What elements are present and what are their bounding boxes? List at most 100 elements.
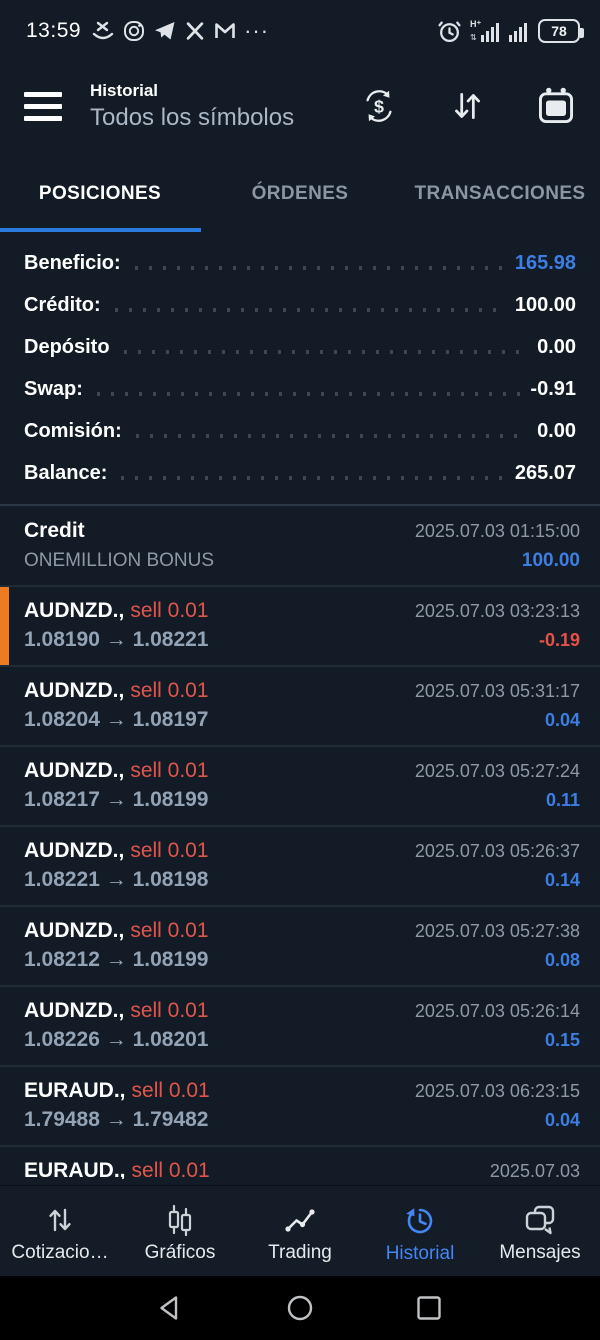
tab-posiciones[interactable]: POSICIONES [38,183,162,204]
sort-icon[interactable] [448,87,486,125]
summary-row-balance: Balance: 265.07 [24,452,576,494]
dot-leader [96,392,521,396]
position-datetime: 2025.07.03 05:26:14 [414,1001,580,1021]
position-prices: 1.08226 → 1.08201 [24,1028,209,1051]
currency-exchange-icon[interactable]: $ [360,87,398,125]
battery-icon: 78 [538,19,584,43]
status-time: 13:59 [26,19,82,42]
nav-item-historial[interactable]: Historial [360,1202,480,1265]
position-symbol: AUDNZD., [24,679,125,702]
summary-label: Crédito: [24,293,101,316]
x-app-icon [184,20,206,42]
history-clock-icon [402,1202,438,1238]
position-row[interactable]: AUDNZD., sell 0.01 2025.07.03 05:26:37 1.… [0,825,600,905]
nav-label: Trading [268,1241,332,1263]
position-profit: 0.15 [544,1030,580,1050]
android-nav-bar [0,1276,600,1340]
telegram-icon [153,19,177,43]
app-header: Historial Todos los símbolos $ [0,56,600,156]
home-button[interactable] [286,1294,314,1322]
position-datetime: 2025.07.03 06:23:15 [414,1081,580,1101]
position-prices: 1.08204 → 1.08197 [24,708,209,731]
position-symbol: AUDNZD., [24,599,125,622]
summary-row-deposito: Depósito 0.00 [24,326,576,368]
calendar-icon[interactable] [536,86,576,126]
nav-item-graficos[interactable]: Gráficos [120,1203,240,1264]
position-datetime: 2025.07.03 03:23:13 [414,601,580,621]
position-symbol: AUDNZD., [24,839,125,862]
summary-value: 100.00 [514,293,576,316]
recents-button[interactable] [415,1294,443,1322]
nav-item-mensajes[interactable]: Mensajes [480,1203,600,1264]
charts-candles-icon [163,1203,197,1237]
credit-entry-row[interactable]: Credit 2025.07.03 01:15:00 ONEMILLION BO… [0,504,600,585]
position-datetime: 2025.07.03 [489,1161,580,1179]
signal-icon [508,18,530,44]
dot-leader [114,308,505,312]
position-profit: 0.14 [544,870,580,890]
nav-item-cotizaciones[interactable]: Cotizacio… [0,1203,120,1264]
position-datetime: 2025.07.03 05:27:24 [414,761,580,781]
position-title: AUDNZD., sell 0.01 [24,999,209,1023]
position-symbol: AUDNZD., [24,759,125,782]
position-profit: 0.08 [544,950,580,970]
position-symbol: AUDNZD., [24,919,125,942]
position-row[interactable]: AUDNZD., sell 0.01 2025.07.03 05:27:24 1.… [0,745,600,825]
status-bar: 13:59 [0,0,600,56]
dot-leader [135,434,528,438]
dot-leader [121,476,505,480]
position-row[interactable]: AUDNZD., sell 0.01 2025.07.03 05:26:14 1.… [0,985,600,1065]
header-actions: $ [360,86,576,126]
position-symbol: EURAUD., [24,1079,126,1102]
position-title: AUDNZD., sell 0.01 [24,839,209,863]
missed-call-icon [91,19,115,43]
summary-value: 0.00 [537,335,576,358]
credit-amount: 100.00 [521,550,580,571]
position-title: AUDNZD., sell 0.01 [24,759,209,783]
credit-title: Credit [24,519,85,542]
position-prices: 1.08212 → 1.08199 [24,948,209,971]
gmail-icon [213,19,237,43]
tab-ordenes[interactable]: ÓRDENES [251,183,349,204]
tab-transacciones[interactable]: TRANSACCIONES [414,183,586,204]
header-titles[interactable]: Historial Todos los símbolos [90,81,294,132]
nav-label: Gráficos [144,1241,216,1263]
positions-list: AUDNZD., sell 0.01 2025.07.03 03:23:13 1.… [0,585,600,1179]
position-side: sell 0.01 [130,759,209,782]
position-prices: 1.08221 → 1.08198 [24,868,209,891]
position-datetime: 2025.07.03 05:27:38 [414,921,580,941]
alarm-icon [437,19,462,44]
position-symbol: AUDNZD., [24,999,125,1022]
position-row[interactable]: AUDNZD., sell 0.01 2025.07.03 05:27:38 1.… [0,905,600,985]
position-side: sell 0.01 [130,839,209,862]
battery-percent: 78 [551,23,567,39]
summary-row-comision: Comisión: 0.00 [24,410,576,452]
more-icon: ··· [244,18,270,43]
status-right-icons: H⁺ ⇅ 78 [437,18,584,44]
nav-label: Mensajes [499,1241,581,1263]
position-profit: 0.04 [544,1110,580,1130]
position-title: AUDNZD., sell 0.01 [24,599,209,623]
position-datetime: 2025.07.03 05:31:17 [414,681,580,701]
position-side: sell 0.01 [131,1159,210,1179]
nav-item-trading[interactable]: Trading [240,1203,360,1264]
back-button[interactable] [157,1294,185,1322]
svg-text:⇅: ⇅ [470,33,477,42]
position-row[interactable]: AUDNZD., sell 0.01 2025.07.03 03:23:13 1.… [0,585,600,665]
bottom-nav: Cotizacio… Gráficos Trading [0,1186,600,1276]
position-row[interactable]: EURAUD., sell 0.01 2025.07.03 [0,1145,600,1179]
position-title: AUDNZD., sell 0.01 [24,679,209,703]
summary-value: 265.07 [514,461,576,484]
position-prices: 1.08190 → 1.08221 [24,628,209,651]
position-side: sell 0.01 [130,919,209,942]
position-symbol: EURAUD., [24,1159,126,1179]
credit-datetime: 2025.07.03 01:15:00 [414,521,580,541]
symbol-filter-label: Todos los símbolos [90,103,295,131]
nav-label: Cotizacio… [11,1241,109,1263]
position-title: AUDNZD., sell 0.01 [24,919,209,943]
position-row[interactable]: EURAUD., sell 0.01 2025.07.03 06:23:15 1.… [0,1065,600,1145]
position-row[interactable]: AUDNZD., sell 0.01 2025.07.03 05:31:17 1.… [0,665,600,745]
menu-button[interactable] [24,91,62,121]
position-side: sell 0.01 [131,1079,210,1102]
